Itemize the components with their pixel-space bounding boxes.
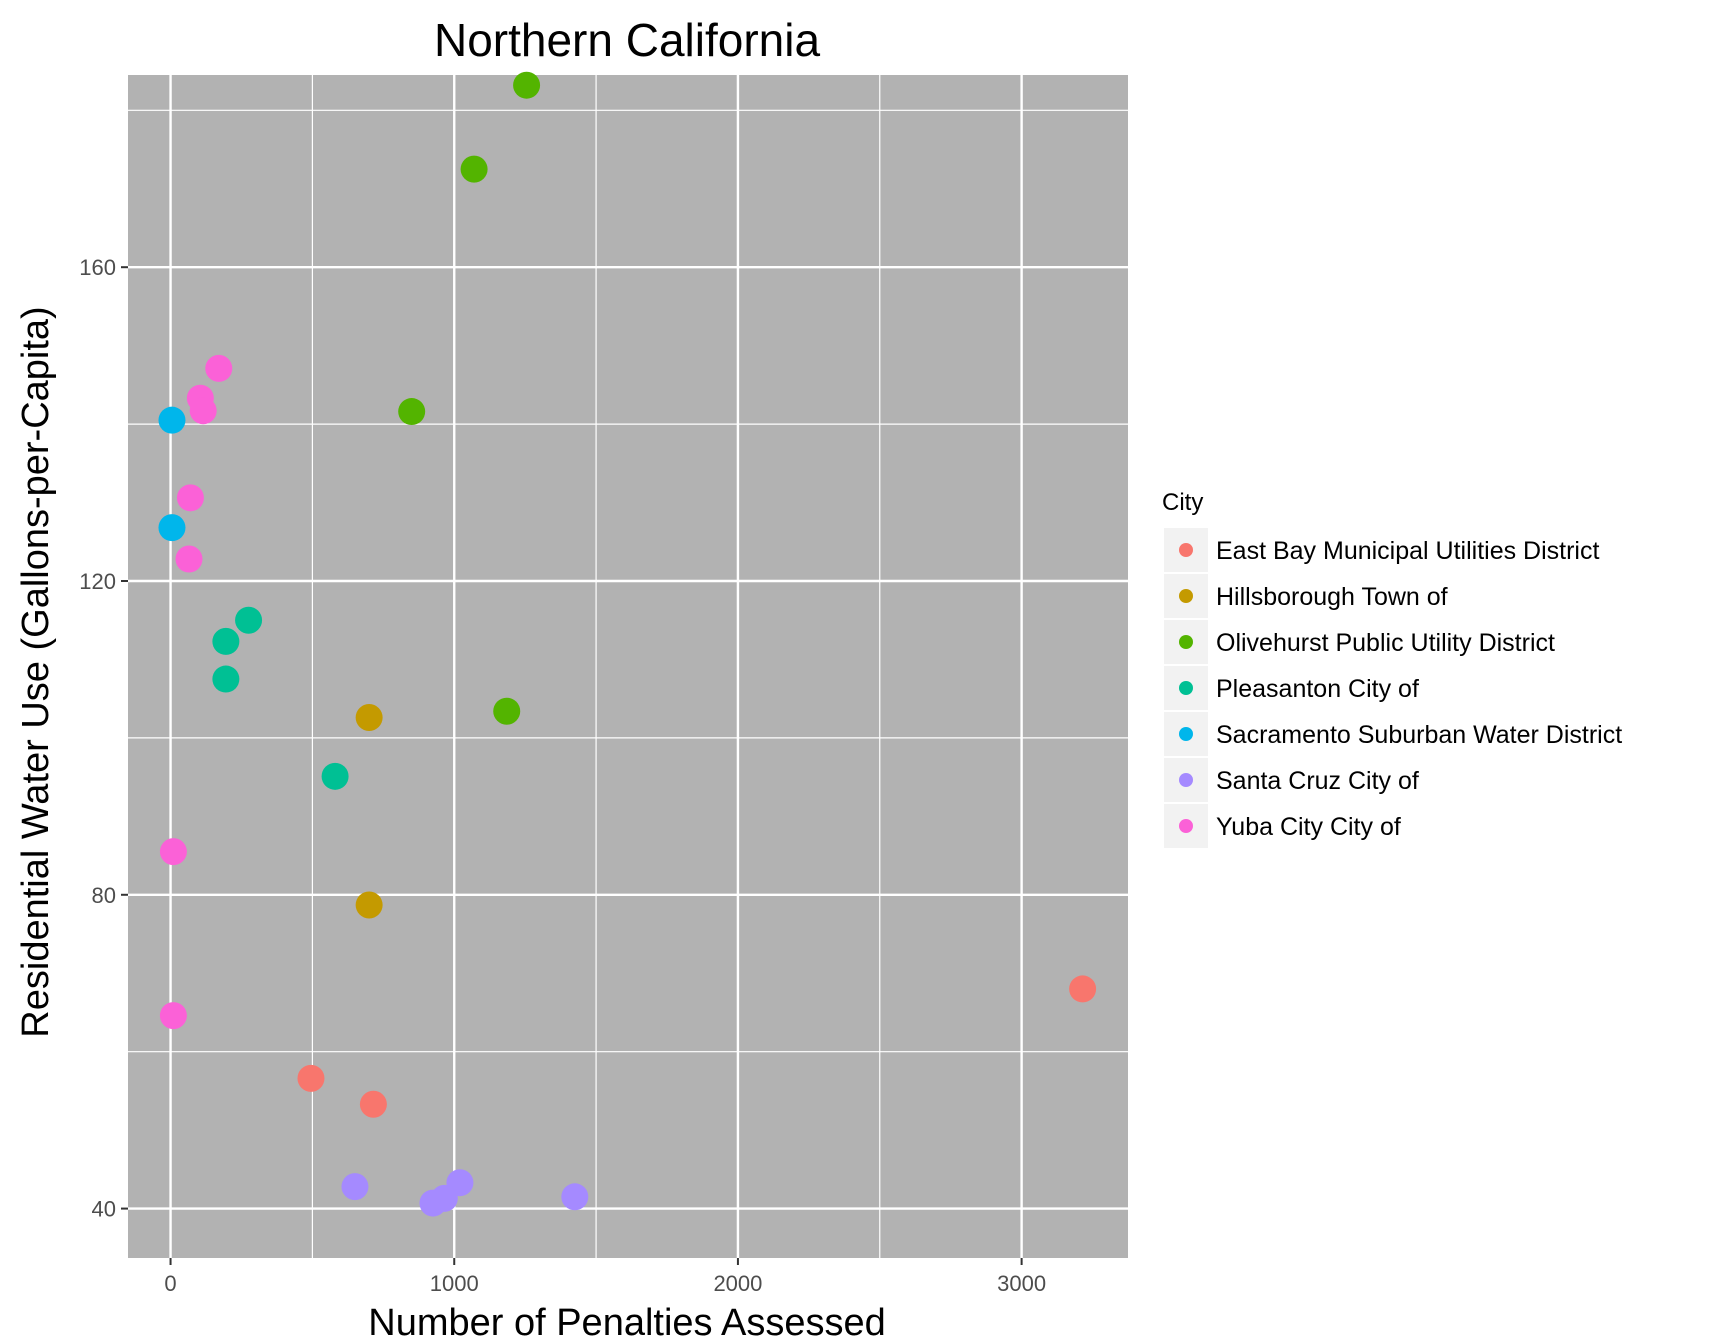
data-point (513, 71, 541, 99)
x-axis-ticks: 0 1000 2000 3000 (164, 1258, 1046, 1296)
legend: City East Bay Municipal Utilities Distri… (1162, 489, 1622, 848)
data-point (297, 1064, 325, 1092)
data-point (446, 1169, 474, 1197)
x-tick-label: 0 (164, 1271, 176, 1296)
x-axis-title: Number of Penalties Assessed (368, 1302, 886, 1344)
data-point (398, 398, 426, 426)
x-tick-label: 1000 (430, 1271, 479, 1296)
y-tick-label: 40 (92, 1197, 116, 1222)
data-point (159, 1002, 187, 1030)
data-point (341, 1173, 369, 1201)
legend-label: Olivehurst Public Utility District (1216, 629, 1555, 657)
x-tick-label: 3000 (997, 1271, 1046, 1296)
legend-swatch (1179, 727, 1193, 741)
legend-label: Hillsborough Town of (1216, 583, 1448, 611)
data-point (493, 697, 521, 725)
legend-label: Pleasanton City of (1216, 675, 1419, 703)
data-point (176, 484, 204, 512)
legend-label: East Bay Municipal Utilities District (1216, 537, 1599, 565)
legend-label: Yuba City City of (1216, 813, 1401, 841)
legend-title: City (1162, 489, 1203, 516)
data-point (212, 665, 240, 693)
legend-label: Sacramento Suburban Water District (1216, 721, 1622, 749)
legend-swatch (1179, 543, 1193, 557)
legend-swatch (1179, 681, 1193, 695)
x-tick-label: 2000 (713, 1271, 762, 1296)
data-point (359, 1090, 387, 1118)
y-axis-ticks: 40 80 120 160 (79, 255, 128, 1222)
data-point (175, 545, 203, 573)
data-point (158, 514, 186, 542)
data-point (205, 354, 233, 382)
data-point (189, 397, 217, 425)
data-point (561, 1183, 589, 1211)
chart-title: Northern California (434, 14, 820, 66)
data-point (158, 406, 186, 434)
data-point (212, 627, 240, 655)
legend-swatch (1179, 635, 1193, 649)
legend-swatch (1179, 589, 1193, 603)
data-point (355, 891, 383, 919)
data-point (235, 606, 263, 634)
grid-lines (128, 75, 1128, 1258)
data-points (158, 71, 1097, 1217)
data-point (460, 155, 488, 183)
data-point (1069, 975, 1097, 1003)
legend-swatch (1179, 819, 1193, 833)
data-point (159, 838, 187, 866)
y-axis-title: Residential Water Use (Gallons-per-Capit… (15, 306, 57, 1037)
y-tick-label: 160 (79, 255, 116, 280)
plot-panel (128, 75, 1128, 1258)
legend-label: Santa Cruz City of (1216, 767, 1419, 795)
data-point (321, 762, 349, 790)
y-tick-label: 120 (79, 569, 116, 594)
data-point (355, 703, 383, 731)
y-tick-label: 80 (92, 883, 116, 908)
legend-swatch (1179, 773, 1193, 787)
